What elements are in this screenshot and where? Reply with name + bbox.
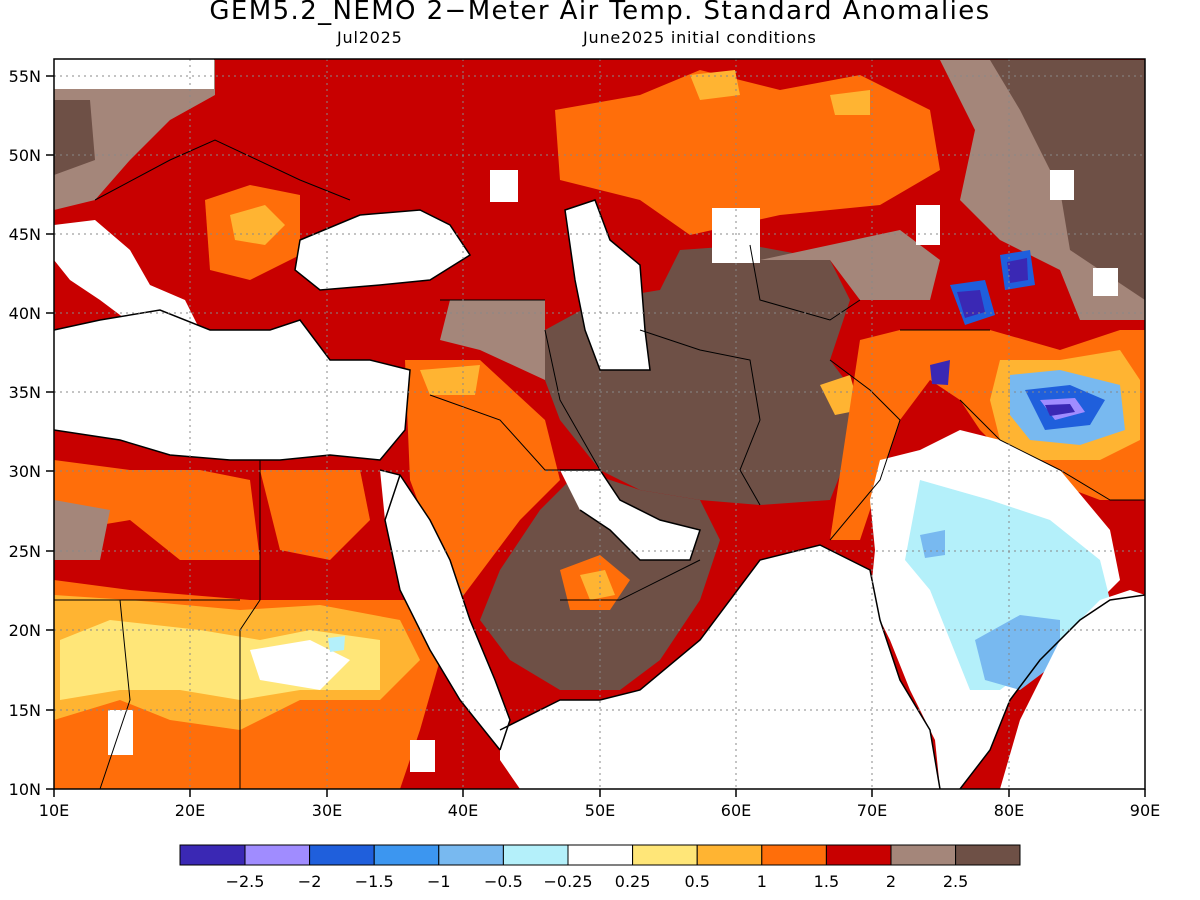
oman-yellow bbox=[580, 570, 615, 600]
lat-label: 20N bbox=[9, 621, 41, 640]
chad-white bbox=[250, 640, 350, 690]
borders bbox=[54, 139, 1145, 789]
axis-ticks bbox=[46, 75, 1146, 797]
lat-label: 30N bbox=[9, 462, 41, 481]
colorbar-swatch bbox=[373, 844, 440, 866]
chad-cyan bbox=[328, 636, 345, 652]
lat-label: 35N bbox=[9, 383, 41, 402]
lon-label: 40E bbox=[448, 801, 478, 820]
colorbar-swatch bbox=[244, 844, 311, 866]
lat-axis: 55N 50N 45N 40N 35N 30N 25N 20N 15N 10N bbox=[9, 67, 41, 799]
turkey-brown bbox=[440, 300, 545, 380]
masked-cell-4 bbox=[1050, 170, 1074, 200]
colorbar: −2.5 −2 −1.5 −1 −0.5 −0.25 0.25 0.5 1 1.… bbox=[179, 844, 1021, 891]
masked-cell-1 bbox=[490, 170, 518, 202]
colorbar-label: 2 bbox=[886, 872, 896, 891]
colorbar-label: −1.5 bbox=[355, 872, 394, 891]
graticule bbox=[54, 59, 1145, 789]
colorbar-swatch bbox=[696, 844, 763, 866]
bay-of-bengal bbox=[1000, 590, 1145, 789]
colorbar-label: −2.5 bbox=[226, 872, 265, 891]
iraq-yellow bbox=[420, 365, 480, 395]
colorbar-swatch bbox=[955, 844, 1021, 866]
coastlines bbox=[54, 199, 1145, 789]
lon-label: 10E bbox=[39, 801, 69, 820]
colorbar-label: −1 bbox=[427, 872, 451, 891]
valid-month: Jul2025 bbox=[337, 28, 403, 47]
colorbar-label: 0.25 bbox=[615, 872, 651, 891]
adriatic-italy-mask bbox=[54, 220, 200, 330]
colorbar-label: −0.5 bbox=[484, 872, 523, 891]
masked-cell-3 bbox=[916, 205, 940, 245]
lon-label: 90E bbox=[1130, 801, 1160, 820]
caspian-sea bbox=[565, 200, 650, 370]
map-title: GEM5.2_NEMO 2−Meter Air Temp. Standard A… bbox=[209, 0, 991, 26]
colorbar-swatch bbox=[438, 844, 504, 866]
colorbar-swatch bbox=[179, 844, 246, 866]
lon-label: 50E bbox=[585, 801, 615, 820]
tianshan-purple bbox=[1007, 258, 1028, 283]
colorbar-label: −0.25 bbox=[543, 872, 592, 891]
colorbar-label: 1.5 bbox=[814, 872, 839, 891]
lat-label: 10N bbox=[9, 780, 41, 799]
lat-label: 50N bbox=[9, 146, 41, 165]
kazakh-brown bbox=[760, 230, 940, 300]
red-sea bbox=[380, 470, 510, 750]
europe-brown bbox=[54, 60, 215, 210]
arabian-sea bbox=[500, 545, 940, 789]
lat-label: 25N bbox=[9, 542, 41, 561]
lon-label: 60E bbox=[721, 801, 751, 820]
egypt-orange bbox=[260, 470, 370, 560]
lon-label: 20E bbox=[175, 801, 205, 820]
lon-label: 80E bbox=[994, 801, 1024, 820]
colorbar-swatch bbox=[567, 844, 634, 866]
map-field bbox=[54, 59, 1145, 789]
persian-gulf bbox=[560, 470, 700, 560]
lon-label: 30E bbox=[312, 801, 342, 820]
kashmir-purple bbox=[930, 360, 950, 385]
colorbar-swatch bbox=[632, 844, 698, 866]
baluch-yellow bbox=[820, 375, 860, 415]
colorbar-label: 0.5 bbox=[684, 872, 709, 891]
masked-cell-6 bbox=[410, 740, 435, 772]
initial-conditions: June2025 initial conditions bbox=[583, 28, 817, 47]
pamir-purple bbox=[957, 290, 985, 318]
colorbar-swatch bbox=[761, 844, 827, 866]
colorbar-label: 1 bbox=[757, 872, 767, 891]
colorbar-swatch bbox=[890, 844, 957, 866]
europe-darkbrown bbox=[54, 100, 95, 175]
colorbar-swatch bbox=[502, 844, 569, 866]
colorbar-swatch bbox=[309, 844, 375, 866]
balkans-yellow bbox=[230, 205, 285, 245]
lon-label: 70E bbox=[857, 801, 887, 820]
lat-label: 15N bbox=[9, 701, 41, 720]
black-sea bbox=[295, 210, 470, 290]
mediterranean-sea bbox=[54, 310, 410, 460]
colorbar-label: 2.5 bbox=[943, 872, 968, 891]
algeria-brown bbox=[54, 500, 110, 560]
russia-yellow-2 bbox=[830, 90, 870, 115]
lat-label: 40N bbox=[9, 304, 41, 323]
colorbar-label: −2 bbox=[298, 872, 322, 891]
colorbar-swatch bbox=[825, 844, 892, 866]
russia-yellow-1 bbox=[690, 70, 740, 100]
north-mask bbox=[54, 59, 214, 89]
levant-orange bbox=[405, 360, 560, 600]
india-lightblue-2 bbox=[920, 530, 945, 558]
libya-orange bbox=[54, 460, 260, 560]
masked-cell-7 bbox=[108, 710, 133, 755]
lat-label: 45N bbox=[9, 225, 41, 244]
lon-axis: 10E 20E 30E 40E 50E 60E 70E 80E 90E bbox=[39, 801, 1160, 820]
tibet-purple bbox=[1045, 404, 1075, 416]
masked-cell-5 bbox=[1093, 268, 1118, 296]
india-lightblue bbox=[975, 615, 1060, 690]
lat-label: 55N bbox=[9, 67, 41, 86]
